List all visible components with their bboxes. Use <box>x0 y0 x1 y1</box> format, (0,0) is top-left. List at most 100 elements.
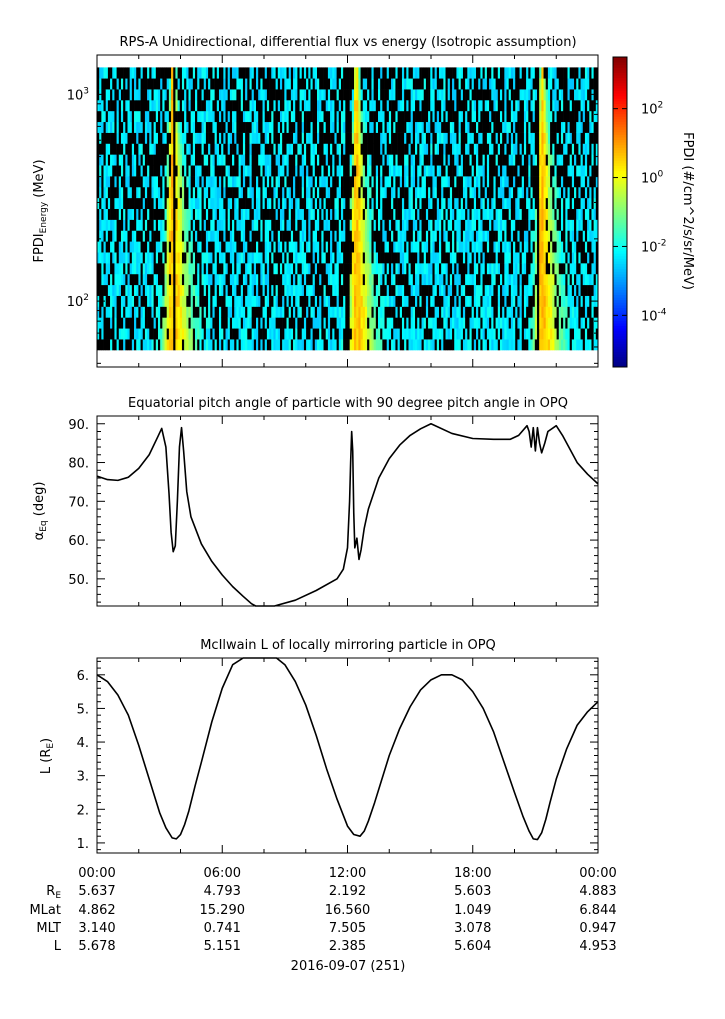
spectrogram-cell <box>486 143 490 155</box>
spectrogram-cell <box>127 132 130 144</box>
spectrogram-cell <box>153 273 157 286</box>
spectrogram-cell <box>321 67 324 79</box>
spectrogram-cell <box>373 273 377 286</box>
spectrogram-cell <box>349 67 353 79</box>
spectrogram-cell <box>99 284 102 296</box>
spectrogram-cell <box>489 339 492 351</box>
spectrogram-cell <box>480 339 483 351</box>
spectrogram-cell <box>125 273 128 286</box>
spectrogram-cell <box>297 317 300 329</box>
spectrogram-cell <box>232 230 235 242</box>
spectrogram-cell <box>367 295 370 307</box>
spectrogram-cell <box>277 165 281 177</box>
spectrogram-cell <box>201 176 205 188</box>
spectrogram-cell <box>282 273 285 286</box>
spectrogram-cell <box>321 165 324 177</box>
spectrogram-cell <box>177 154 181 166</box>
spectrogram-cell <box>118 306 122 318</box>
spectrogram-cell <box>227 252 231 264</box>
spectrogram-cell <box>375 154 379 166</box>
spectrogram-cell <box>504 295 507 307</box>
spectrogram-cell <box>247 284 250 296</box>
spectrogram-cell <box>301 208 305 220</box>
spectrogram-cell <box>499 143 503 155</box>
spectrogram-cell <box>349 295 353 307</box>
spectrogram-cell <box>186 176 189 188</box>
spectrogram-cell <box>340 67 344 79</box>
spectrogram-cell <box>105 208 109 220</box>
spectrogram-cell <box>264 339 268 351</box>
spectrogram-cell <box>282 284 285 296</box>
spectrogram-cell <box>142 263 146 275</box>
spectrogram-cell <box>445 110 448 123</box>
spectrogram-cell <box>395 143 398 155</box>
spectrogram-cell <box>173 241 176 253</box>
spectrogram-cell <box>264 284 268 296</box>
spectrogram-cell <box>447 78 451 90</box>
spectrogram-cell <box>510 154 514 166</box>
spectrogram-cell <box>177 306 181 318</box>
spectrogram-cell <box>419 241 422 253</box>
spectrogram-cell <box>443 306 446 318</box>
spectrogram-cell <box>101 176 104 188</box>
spectrogram-cell <box>462 89 466 101</box>
spectrogram-cell <box>445 273 448 286</box>
spectrogram-cell <box>434 339 438 351</box>
spectrogram-cell <box>266 328 270 340</box>
spectrogram-cell <box>101 67 104 79</box>
spectrogram-cell <box>367 67 370 79</box>
spectrogram-cell <box>290 339 294 351</box>
spectrogram-cell <box>330 100 333 112</box>
spectrogram-cell <box>495 165 499 177</box>
spectrogram-cell <box>458 132 462 144</box>
spectrogram-cell <box>406 89 409 101</box>
spectrogram-cell <box>288 263 292 275</box>
spectrogram-cell <box>120 208 124 220</box>
spectrogram-cell <box>465 208 468 220</box>
spectrogram-cell <box>262 165 266 177</box>
spectrogram-cell <box>456 197 459 210</box>
spectrogram-cell <box>253 165 257 177</box>
spectrogram-cell <box>249 121 252 133</box>
spectrogram-cell <box>327 241 331 253</box>
spectrogram-cell <box>229 132 233 144</box>
spectrogram-cell <box>303 67 307 79</box>
spectrogram-cell <box>432 306 435 318</box>
spectrogram-cell <box>192 100 196 112</box>
spectrogram-cell <box>360 306 364 318</box>
spectrogram-cell <box>336 317 340 329</box>
spectrogram-cell <box>484 132 488 144</box>
spectrogram-cell <box>480 176 483 188</box>
spectrogram-cell <box>434 284 438 296</box>
spectrogram-cell <box>454 252 457 264</box>
spectrogram-cell <box>114 67 117 79</box>
spectrogram-cell <box>408 295 411 307</box>
spectrogram-cell <box>97 100 100 112</box>
spectrogram-cell <box>188 110 191 123</box>
spectrogram-cell <box>277 295 281 307</box>
spectrogram-cell <box>273 339 276 351</box>
spectrogram-cell <box>212 78 215 90</box>
spectrogram-cell <box>513 143 516 155</box>
spectrogram-cell <box>114 263 117 275</box>
spectrogram-cell <box>447 100 451 112</box>
spectrogram-cell <box>476 208 479 220</box>
spectrogram-cell <box>510 252 514 264</box>
spectrogram-cell <box>508 154 512 166</box>
spectrogram-cell <box>356 143 359 155</box>
spectrogram-cell <box>386 295 390 307</box>
spectrogram-cell <box>253 197 257 210</box>
spectrogram-cell <box>242 143 246 155</box>
spectrogram-cell <box>218 241 222 253</box>
spectrogram-cell <box>153 143 157 155</box>
spectrogram-cell <box>508 295 512 307</box>
spectrogram-cell <box>181 339 185 351</box>
spectrogram-cell <box>343 110 346 123</box>
spectrogram-cell <box>399 186 403 199</box>
spectrogram-cell <box>367 339 370 351</box>
spectrogram-cell <box>395 284 398 296</box>
spectrogram-cell <box>203 241 207 253</box>
spectrogram-cell <box>168 339 172 351</box>
spectrogram-cell <box>513 208 516 220</box>
spectrogram-cell <box>269 295 272 307</box>
